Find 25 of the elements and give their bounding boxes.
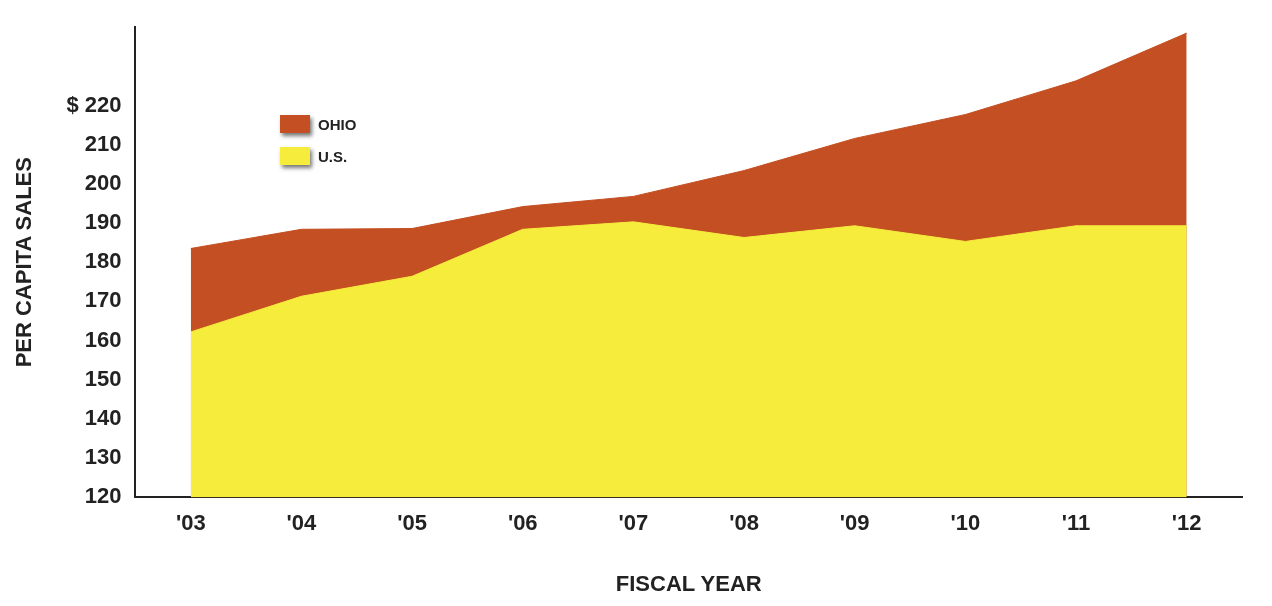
y-tick-label: 180 bbox=[84, 248, 122, 274]
y-tick-label: 140 bbox=[84, 404, 122, 430]
x-tick-label: '08 bbox=[729, 510, 759, 536]
x-tick-label: '04 bbox=[286, 510, 318, 536]
x-axis-title: FISCAL YEAR bbox=[615, 570, 762, 596]
x-tick-label: '06 bbox=[507, 510, 538, 536]
y-tick-label: 170 bbox=[84, 287, 122, 313]
y-tick-label: 150 bbox=[84, 365, 122, 391]
y-tick-label: 210 bbox=[84, 130, 122, 156]
y-tick-label: 120 bbox=[84, 483, 122, 509]
x-tick-label: '07 bbox=[618, 510, 649, 536]
x-tick-label: '11 bbox=[1061, 510, 1091, 536]
x-tick-label: '05 bbox=[397, 510, 427, 536]
y-tick-label: 190 bbox=[84, 209, 122, 235]
x-tick-label: '10 bbox=[950, 510, 981, 536]
x-tick-label: '12 bbox=[1171, 510, 1202, 536]
y-axis-title: PER CAPITA SALES bbox=[11, 157, 37, 368]
y-tick-label: $ 220 bbox=[66, 91, 122, 117]
legend-label: OHIO bbox=[318, 115, 357, 133]
x-tick-label: '09 bbox=[839, 510, 870, 536]
x-tick-label: '03 bbox=[175, 510, 206, 536]
y-tick-label: 200 bbox=[84, 169, 122, 195]
y-tick-label: 130 bbox=[84, 444, 122, 470]
y-tick-label: 160 bbox=[84, 326, 122, 352]
legend-label: U.S. bbox=[318, 147, 348, 165]
